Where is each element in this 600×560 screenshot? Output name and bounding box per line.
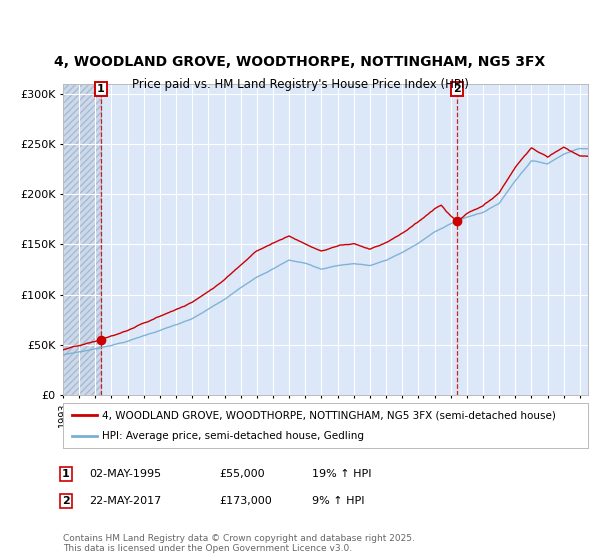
Text: 1: 1 [97,84,104,94]
Bar [63,84,101,395]
Text: 4, WOODLAND GROVE, WOODTHORPE, NOTTINGHAM, NG5 3FX: 4, WOODLAND GROVE, WOODTHORPE, NOTTINGHA… [55,55,545,69]
Text: 1: 1 [62,469,70,479]
Text: 19% ↑ HPI: 19% ↑ HPI [312,469,371,479]
Text: Contains HM Land Registry data © Crown copyright and database right 2025.
This d: Contains HM Land Registry data © Crown c… [63,534,415,553]
Text: 22-MAY-2017: 22-MAY-2017 [89,496,161,506]
Text: 9% ↑ HPI: 9% ↑ HPI [312,496,365,506]
Text: 2: 2 [453,84,461,94]
Text: 2: 2 [62,496,70,506]
Text: 02-MAY-1995: 02-MAY-1995 [89,469,161,479]
Text: £55,000: £55,000 [219,469,265,479]
Text: £173,000: £173,000 [219,496,272,506]
Text: HPI: Average price, semi-detached house, Gedling: HPI: Average price, semi-detached house,… [103,431,364,441]
Text: 4, WOODLAND GROVE, WOODTHORPE, NOTTINGHAM, NG5 3FX (semi-detached house): 4, WOODLAND GROVE, WOODTHORPE, NOTTINGHA… [103,410,556,421]
Text: Price paid vs. HM Land Registry's House Price Index (HPI): Price paid vs. HM Land Registry's House … [131,78,469,91]
